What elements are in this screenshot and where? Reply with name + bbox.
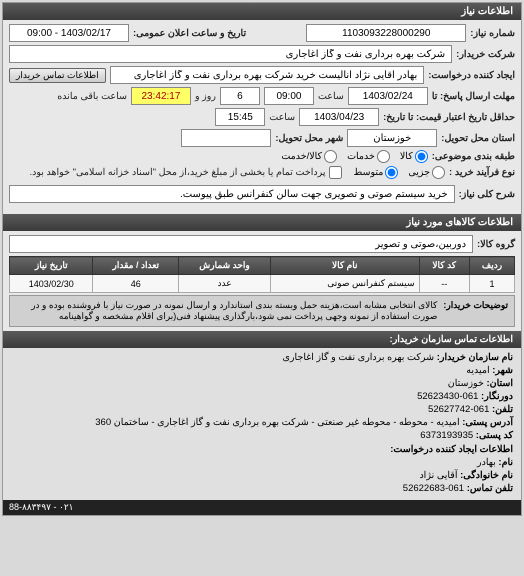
province-label: استان: [486, 378, 513, 389]
remain-suffix: ساعت باقی مانده [57, 91, 127, 102]
buyer-note-box: توضیحات خریدار: کالای انتخابی مشابه است،… [9, 295, 515, 327]
radio-khadamat-input[interactable] [377, 150, 390, 163]
ctel-value: 061-52622683 [403, 483, 464, 494]
cell-name: سیستم کنفرانس صوتی [270, 275, 419, 293]
col-unit: واحد شمارش [179, 257, 271, 275]
city-label: شهر: [492, 365, 513, 376]
tel-label: تلفن: [492, 404, 513, 415]
contact-buyer-button[interactable]: اطلاعات تماس خریدار [9, 68, 106, 83]
purchase-note-text: پرداخت تمام یا بخشی از مبلغ خرید،از محل … [29, 167, 325, 178]
radio-jozi-input[interactable] [432, 166, 445, 179]
deadline-label: مهلت ارسال پاسخ: تا [432, 91, 515, 102]
goods-section-title: اطلاعات کالاهای مورد نیاز [3, 214, 521, 231]
purchase-note-checkbox[interactable] [329, 166, 342, 179]
cname-value: بهادر [477, 457, 496, 468]
addr-value: امیدیه - محوطه - محوطه غیر صنعتی - شرکت … [95, 417, 459, 428]
ctel-label: تلفن تماس: [467, 483, 513, 494]
radio-motevaset[interactable]: متوسط [354, 166, 399, 179]
cell-unit: عدد [179, 275, 271, 293]
addr-label: آدرس پستی: [462, 417, 513, 428]
cfamily-value: آقایی نژاد [419, 470, 457, 481]
col-qty: تعداد / مقدار [93, 257, 179, 275]
buyer-name-label: شرکت خریدار: [456, 49, 515, 60]
cfamily-label: نام خانوادگی: [460, 470, 513, 481]
validity-date-input[interactable] [299, 108, 379, 126]
deadline-saat-label: ساعت [318, 91, 344, 102]
group-input[interactable] [9, 235, 473, 253]
remain-day-label: روز و [195, 91, 216, 102]
table-row[interactable]: 1 -- سیستم کنفرانس صوتی عدد 46 1403/02/3… [10, 275, 515, 293]
goods-table: ردیف کد کالا نام کالا واحد شمارش تعداد /… [9, 256, 515, 293]
cell-date: 1403/02/30 [10, 275, 93, 293]
cell-code: -- [419, 275, 469, 293]
radio-kala-khadamat-input[interactable] [324, 150, 337, 163]
radio-kala-input[interactable] [415, 150, 428, 163]
radio-jozi[interactable]: جزیی [408, 166, 445, 179]
post-value: 6373193935 [420, 430, 473, 441]
desc-label: شرح کلی نیاز: [459, 189, 515, 200]
col-code: کد کالا [419, 257, 469, 275]
radio-kala[interactable]: کالا [400, 150, 428, 163]
org-value: شرکت بهره برداری نفت و گاز اغاجاری [283, 352, 435, 363]
desc-input[interactable] [9, 185, 455, 203]
buyer-note-label: توضیحات خریدار: [443, 300, 508, 322]
contact-block: اطلاعات تماس سازمان خریدار: نام سازمان خ… [3, 331, 521, 500]
cell-idx: 1 [469, 275, 514, 293]
buyer-name-input[interactable] [9, 45, 452, 63]
packaging-radio-group: کالا خدمات کالا/خدمت [281, 150, 427, 163]
creator-input[interactable] [110, 66, 425, 84]
cell-qty: 46 [93, 275, 179, 293]
validity-saat-label: ساعت [269, 112, 295, 123]
announce-input[interactable] [9, 24, 129, 42]
cname-label: نام: [498, 457, 513, 468]
deadline-time-input[interactable] [264, 87, 314, 105]
deadline-date-input[interactable] [348, 87, 428, 105]
purchase-type-label: نوع فرآیند خرید : [449, 167, 515, 178]
purchase-type-radio-group: جزیی متوسط [354, 166, 446, 179]
radio-motevaset-label: متوسط [354, 167, 384, 178]
remain-time-input [131, 87, 191, 105]
col-name: نام کالا [270, 257, 419, 275]
post-label: کد پستی: [476, 430, 513, 441]
fax-label: دورنگار: [481, 391, 513, 402]
announce-label: تاریخ و ساعت اعلان عمومی: [133, 28, 246, 39]
city-value: امیدیه [466, 365, 489, 376]
radio-kala-khadamat-label: کالا/خدمت [281, 151, 322, 162]
col-row: ردیف [469, 257, 514, 275]
validity-time-input[interactable] [215, 108, 265, 126]
packaging-label: طبقه بندی موضوعی: [432, 151, 515, 162]
delivery-province-label: استان محل تحویل: [441, 133, 515, 144]
radio-kala-label: کالا [400, 151, 413, 162]
delivery-province-input[interactable] [347, 129, 437, 147]
request-no-label: شماره نیاز: [470, 28, 515, 39]
radio-kala-khadamat[interactable]: کالا/خدمت [281, 150, 337, 163]
request-no-input[interactable] [306, 24, 466, 42]
province-value: خوزستان [448, 378, 484, 389]
delivery-city-label: شهر محل تحویل: [275, 133, 343, 144]
radio-jozi-label: جزیی [408, 167, 430, 178]
radio-khadamat-label: خدمات [347, 151, 375, 162]
buyer-note-text: کالای انتخابی مشابه است،هزینه حمل وبسته … [16, 300, 437, 322]
radio-motevaset-input[interactable] [385, 166, 398, 179]
footer-bar: 88-۸۸۳۴۹۷ - ۰۲۱ [3, 500, 521, 515]
panel-header: اطلاعات نیاز [3, 3, 521, 20]
fax-value: 061-52623430 [417, 391, 478, 402]
radio-khadamat[interactable]: خدمات [347, 150, 390, 163]
purchase-note-check[interactable]: پرداخت تمام یا بخشی از مبلغ خرید،از محل … [29, 166, 341, 179]
group-label: گروه کالا: [477, 239, 515, 250]
validity-label: حداقل تاریخ اعتبار قیمت: تا تاریخ: [383, 112, 515, 123]
org-label: نام سازمان خریدار: [437, 352, 513, 363]
creator-label: ایجاد کننده درخواست: [428, 70, 515, 81]
col-date: تاریخ نیاز [10, 257, 93, 275]
contact-header: اطلاعات تماس سازمان خریدار: [3, 331, 521, 348]
creator-info-title: اطلاعات ایجاد کننده درخواست: [11, 444, 513, 455]
delivery-city-input[interactable] [181, 129, 271, 147]
tel-value: 061-52627742 [428, 404, 489, 415]
remain-days-input [220, 87, 260, 105]
